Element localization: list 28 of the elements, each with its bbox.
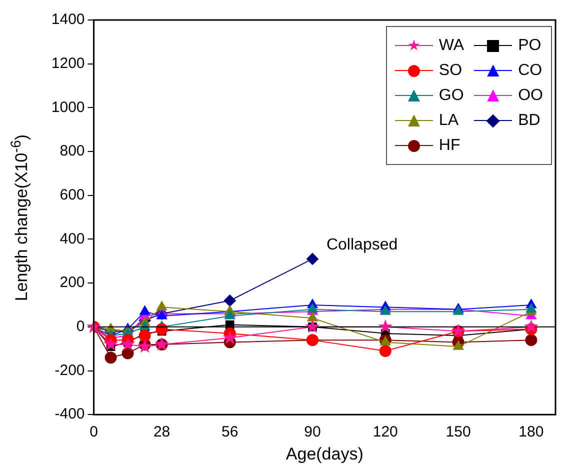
y-tick-label: -400 (54, 406, 85, 423)
y-tick-label: 800 (60, 142, 85, 160)
legend-label: HF (438, 136, 460, 154)
y-tick-label: 600 (60, 186, 85, 204)
legend-label: WA (438, 36, 464, 54)
legend-label: LA (438, 112, 458, 130)
legend-label: GO (438, 86, 464, 104)
legend-label: CO (518, 62, 542, 80)
annotation: Collapsed (326, 236, 398, 254)
legend-label: OO (518, 86, 543, 104)
y-tick-label: 1400 (51, 11, 85, 28)
y-tick-label: 400 (60, 230, 85, 248)
y-tick-label: 1200 (51, 54, 85, 72)
legend-label: BD (518, 112, 540, 130)
x-tick-label: 28 (153, 424, 170, 441)
x-tick-label: 150 (446, 424, 471, 441)
x-tick-label: 0 (90, 424, 98, 441)
y-tick-label: -200 (54, 362, 85, 379)
x-axis-title: Age(days) (286, 444, 364, 464)
y-tick-label: 200 (60, 274, 85, 292)
x-tick-label: 90 (304, 424, 321, 441)
x-tick-label: 56 (222, 424, 238, 441)
y-tick-label: 1000 (51, 98, 85, 116)
legend-label: PO (518, 36, 542, 54)
x-tick-label: 120 (372, 424, 398, 441)
x-tick-label: 180 (518, 424, 544, 441)
y-tick-label: 0 (76, 318, 85, 336)
legend-label: SO (438, 62, 462, 80)
